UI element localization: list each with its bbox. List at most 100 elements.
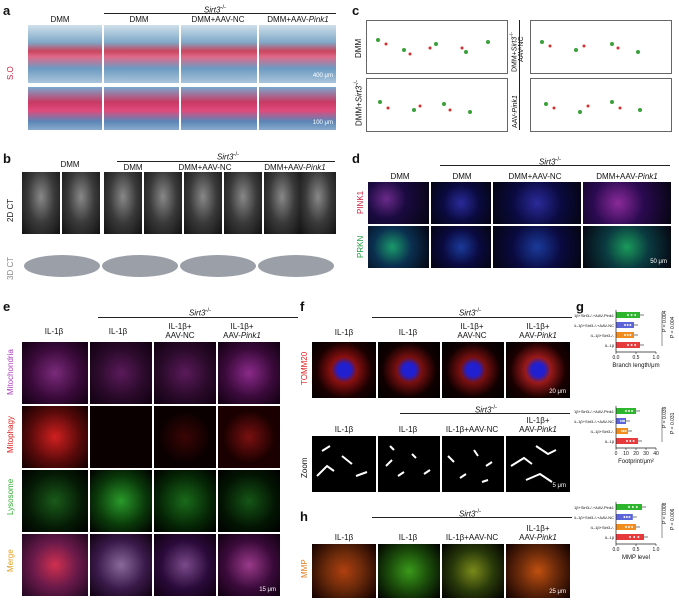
chart2-category-label: IL-1β+Sirt3-/-	[590, 525, 614, 530]
panel-e-scale: 15 μm	[259, 587, 276, 593]
panel-a-img-1	[28, 25, 102, 83]
panel-h-col1: IL-1β	[334, 533, 354, 542]
panel-f-zoom-3	[442, 436, 504, 492]
panel-f-col3b: AAV-NC	[457, 331, 487, 340]
chart1-dot-1-2	[622, 419, 626, 423]
chart1-dot-2-2	[624, 429, 628, 433]
panel-e-label: e	[3, 299, 11, 314]
chart0-dot-1-0	[623, 323, 627, 327]
panel-b-col2: DMM	[123, 163, 143, 172]
panel-f-tomm-2	[378, 342, 440, 398]
panel-a-img-3	[181, 25, 257, 83]
panel-a-row-label: S.O	[6, 66, 15, 80]
chart0-pvalue-0: P = 0.004	[662, 310, 668, 332]
chart2-category-label: IL-1β+Sirt3-/-+AAV-Pink1	[574, 505, 615, 510]
chart2-dot-1-2	[627, 515, 631, 519]
panel-d-col2: DMM	[452, 172, 472, 181]
panel-a-group-line	[104, 13, 336, 14]
panel-h-mmp-2	[378, 544, 440, 598]
panel-c-box-tr	[530, 20, 672, 74]
chart2-dot-1-1	[625, 515, 629, 519]
panel-b-ct-2	[62, 172, 100, 234]
panel-e-mitophagy-1	[22, 406, 88, 468]
panel-d-scale: 50 μm	[650, 259, 667, 265]
chart1-category-label: IL-1β+Sirt3-/-+AAV-Pink1	[574, 409, 615, 414]
panel-e-lyso-1	[22, 470, 88, 532]
panel-e-row1: Mitochondria	[6, 349, 15, 395]
panel-g-label: g	[576, 299, 584, 314]
panel-e-lyso-3	[154, 470, 216, 532]
panel-h-col3: IL-1β+AAV-NC	[445, 533, 499, 542]
panel-e-col1: IL-1β	[44, 327, 64, 336]
panel-f-zcol2: IL-1β	[398, 425, 418, 434]
panel-e-col2: IL-1β	[108, 327, 128, 336]
chart1-dot-3-0	[625, 439, 629, 443]
panel-a-col2: DMM	[129, 15, 149, 24]
panel-a-col1: DMM	[50, 15, 70, 24]
panel-b-3d-ct	[24, 255, 334, 277]
panel-b-ct-1	[22, 172, 60, 234]
panel-h-mmp-3	[442, 544, 504, 598]
chart2-dot-3-2	[636, 535, 640, 539]
panel-e-mito-1	[22, 342, 88, 404]
panel-h-col4b: AAV-Pink1	[519, 533, 557, 542]
chart2-tick-label-1: 0.5	[633, 547, 640, 553]
panel-f-col4b: AAV-Pink1	[519, 331, 557, 340]
panel-d-row2: PRKN	[356, 235, 365, 258]
chart0-category-label: IL-1β+Sirt3-/-+AAV-Pink1	[574, 313, 615, 318]
panel-b-ct-8	[300, 172, 336, 234]
panel-f-col4a: IL-1β+	[526, 322, 550, 331]
panel-e-row2: Mitophagy	[6, 416, 15, 453]
panel-d-col4: DMM+AAV-Pink1	[596, 172, 658, 181]
chart1-tick-label-2: 20	[633, 451, 639, 457]
panel-e-col4a: IL-1β+	[230, 322, 254, 331]
panel-e-row4: Merge	[6, 549, 15, 572]
panel-d-label: d	[352, 151, 360, 166]
panel-f-group2: Sirt3-/-	[474, 405, 498, 415]
panel-b-group: Sirt3-/-	[216, 152, 240, 162]
panel-a-scale-top: 400 μm	[312, 73, 333, 79]
panel-e-mito-4	[218, 342, 280, 404]
chart1-pvalue-0: P = 0.039	[662, 406, 668, 428]
panel-f-scale2: 5 μm	[552, 483, 566, 489]
panel-f-scale1: 20 μm	[549, 389, 566, 395]
panel-d-prkn-3	[493, 226, 581, 268]
panel-c-green-dots	[376, 38, 642, 114]
chart1-dot-0-0	[624, 409, 628, 413]
panel-c-cells	[376, 38, 642, 114]
chart0-dot-2-2	[628, 333, 632, 337]
panel-h-scale: 25 μm	[549, 589, 566, 595]
panel-b-3d-bone-1	[24, 255, 100, 277]
chart1-dot-3-2	[632, 439, 636, 443]
panel-b-row1: 2D CT	[6, 198, 15, 222]
panel-b-label: b	[3, 151, 11, 166]
chart0-tick-label-1: 0.5	[633, 355, 640, 361]
chart0-category-label: IL-1β	[605, 343, 615, 348]
panel-d-row1: PINK1	[356, 190, 365, 214]
chart1-dot-0-1	[627, 409, 631, 413]
panel-b-col3: DMM+AAV-NC	[178, 163, 232, 172]
panel-e-merge-2	[90, 534, 152, 596]
panel-f-group2-line	[400, 413, 570, 414]
panel-f-tomm-3	[442, 342, 504, 398]
chart0-dot-0-2	[633, 313, 637, 317]
panel-h-mmp-1	[312, 544, 376, 598]
panel-f-label: f	[300, 299, 305, 314]
panel-e-mitophagy-2	[90, 406, 152, 468]
chart0-dot-3-1	[630, 343, 634, 347]
panel-d-group-line	[440, 165, 670, 166]
panel-f-tomm-1	[312, 342, 376, 398]
chart2-pvalue-0: P = 0.008	[662, 502, 668, 524]
chart0-dot-0-0	[626, 313, 630, 317]
chart1-dot-0-2	[630, 409, 634, 413]
panel-b-3d-bone-3	[180, 255, 256, 277]
panel-f-col3a: IL-1β+	[460, 322, 484, 331]
chart0-dot-3-0	[626, 343, 630, 347]
panel-c-red-dots	[384, 42, 622, 112]
chart2-dot-3-0	[628, 535, 632, 539]
chart0-tick-label-0: 0.0	[613, 355, 620, 361]
panel-c-label: c	[352, 3, 360, 18]
panel-d-pink1-4	[583, 182, 671, 224]
panel-e-mitophagy-3	[154, 406, 216, 468]
panel-a-img-4: 400 μm	[259, 25, 336, 83]
